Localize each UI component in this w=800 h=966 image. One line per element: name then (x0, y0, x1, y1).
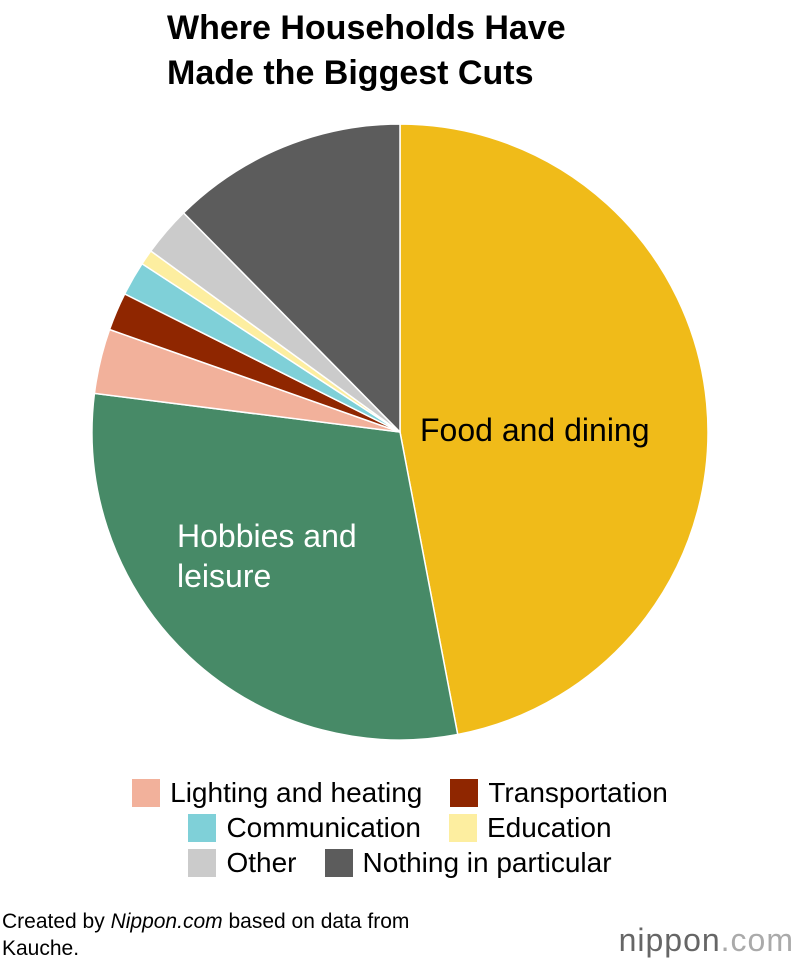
legend: Lighting and heating Transportation Commun… (0, 775, 800, 880)
legend-swatch (132, 778, 161, 807)
logo-text: nippon (618, 922, 721, 958)
pie-slice (91, 392, 459, 741)
source-text: Created by (2, 910, 111, 933)
legend-item: Communication (188, 812, 421, 844)
slice-label: Food and dining (420, 412, 650, 448)
source-text: Nippon.com (110, 910, 223, 933)
pie-slice (399, 123, 709, 736)
legend-swatch (450, 778, 479, 807)
legend-item: Lighting and heating (132, 777, 422, 809)
legend-row: Lighting and heating Transportation (0, 775, 800, 810)
legend-item: Nothing in particular (324, 846, 612, 879)
legend-label: Nothing in particular (362, 846, 612, 878)
legend-label: Communication (226, 811, 421, 843)
legend-item: Other (188, 846, 297, 879)
logo: nippon.com (619, 922, 794, 959)
legend-swatch (448, 813, 477, 842)
legend-label: Transportation (488, 776, 668, 808)
legend-swatch (324, 848, 353, 877)
legend-label: Other (226, 846, 297, 878)
pie-slice (182, 123, 401, 434)
source: Created by Nippon.com based on data from… (2, 908, 442, 962)
legend-row: Communication Education (0, 810, 800, 845)
source-text: based on data from Kauche. (2, 910, 410, 960)
chart-title: Where Households Have Made the Biggest C… (167, 9, 566, 92)
legend-item: Education (448, 811, 612, 844)
legend-label: Education (486, 811, 612, 843)
logo-text: .com (720, 922, 794, 958)
legend-swatch (188, 813, 217, 842)
slice-label: Hobbies and leisure (177, 518, 357, 594)
legend-swatch (188, 848, 217, 877)
legend-label: Lighting and heating (170, 776, 423, 808)
legend-item: Transportation (450, 777, 668, 809)
legend-row: Other Nothing in particular (0, 845, 800, 880)
